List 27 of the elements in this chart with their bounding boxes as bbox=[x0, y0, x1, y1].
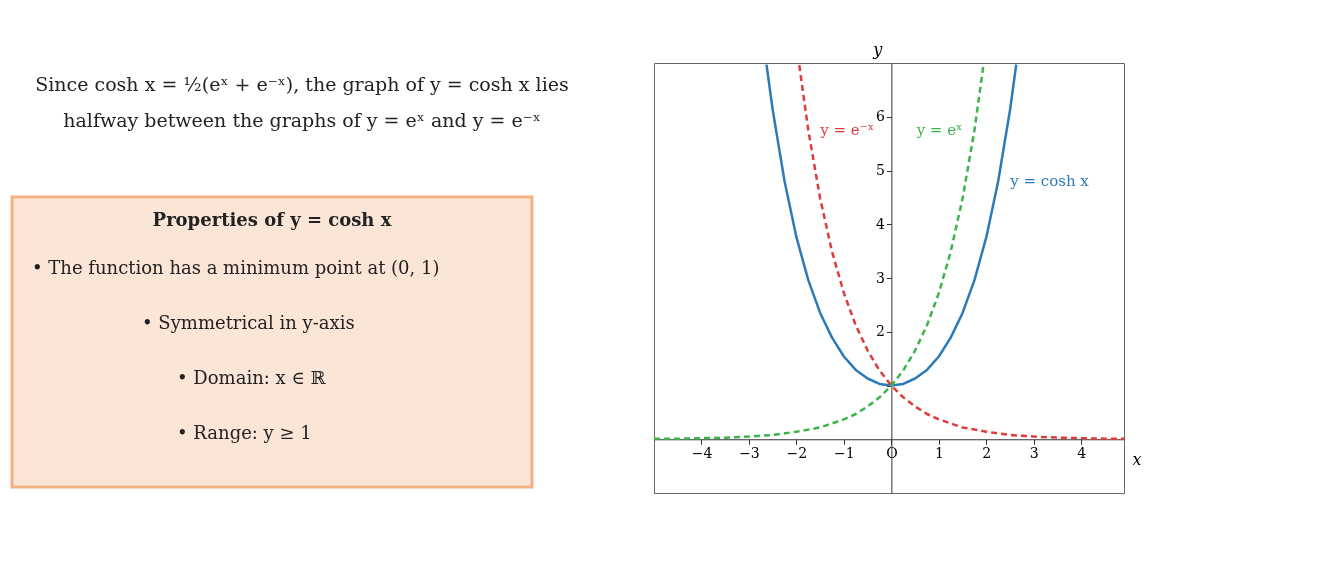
x-tick-label: −2 bbox=[786, 444, 808, 461]
text: • Symmetrical in y-axis bbox=[142, 312, 355, 333]
text: • Domain: x ∈ ℝ bbox=[177, 367, 327, 388]
y-tick-label: 6 bbox=[875, 108, 885, 125]
x-tick-label: O bbox=[886, 444, 898, 461]
x-axis-title: x bbox=[1132, 449, 1142, 469]
text: Since cosh x = ½(eˣ + e⁻ˣ), the graph of y = cosh x lies halfway between the graphs of y = eˣ and y = e⁻ˣ bbox=[35, 73, 569, 131]
text: • The function has a minimum point at (0, 1) bbox=[32, 257, 440, 278]
y-axis-title: y bbox=[872, 39, 884, 59]
line-series bbox=[765, 63, 1018, 387]
text: • Range: y ≥ 1 bbox=[177, 422, 312, 443]
x-tick-label: 3 bbox=[1029, 444, 1039, 461]
series-label: y = e⁻ˣ bbox=[819, 121, 875, 140]
y-tick-label: 4 bbox=[875, 215, 885, 232]
y-tick-label: 5 bbox=[875, 162, 885, 178]
x-tick-label: 1 bbox=[934, 444, 944, 461]
text: Properties of y = cosh x bbox=[152, 209, 392, 230]
x-tick-label: 2 bbox=[982, 444, 992, 461]
x-tick-label: −1 bbox=[834, 444, 855, 461]
x-tick-label: −4 bbox=[691, 444, 713, 461]
y-tick-label: 2 bbox=[875, 323, 885, 340]
x-tick-label: −3 bbox=[739, 444, 760, 461]
y-tick-label: 3 bbox=[875, 269, 885, 286]
series-label: y = cosh x bbox=[1009, 172, 1090, 191]
series-label: y = eˣ bbox=[915, 121, 963, 140]
line-series bbox=[798, 63, 1126, 440]
x-tick-label: 4 bbox=[1077, 444, 1087, 461]
